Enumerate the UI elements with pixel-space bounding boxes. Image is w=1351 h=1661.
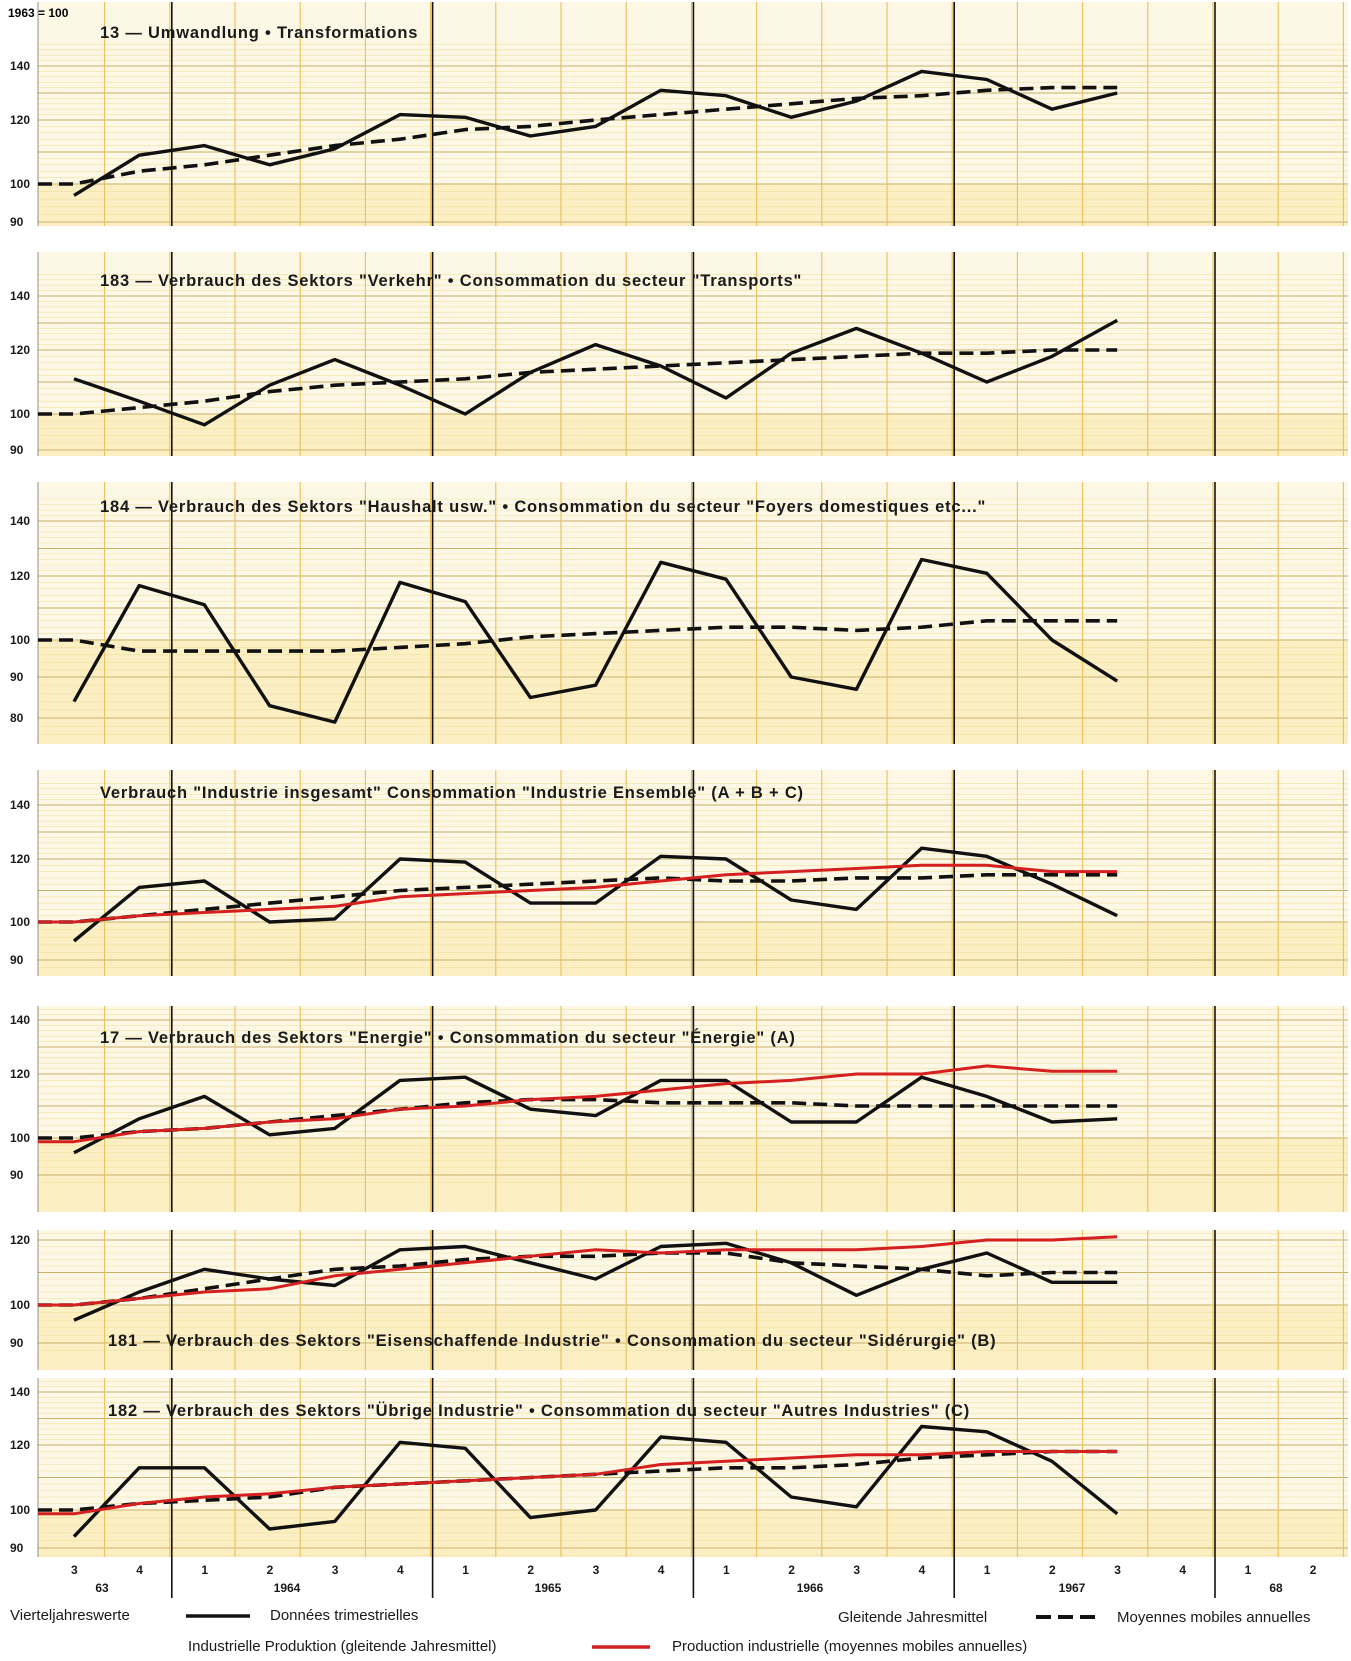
y-tick-label: 90 (10, 1168, 24, 1182)
x-tick-quarter: 2 (1049, 1563, 1056, 1577)
y-tick-label: 140 (10, 59, 30, 73)
panel-title: 181 — Verbrauch des Sektors "Eisenschaff… (108, 1332, 996, 1350)
x-tick-quarter: 1 (723, 1563, 730, 1577)
y-tick-label: 140 (10, 1013, 30, 1027)
panel-title: 183 — Verbrauch des Sektors "Verkehr" • … (100, 272, 802, 290)
y-tick-label: 100 (10, 1298, 30, 1312)
legend-production-fr: Production industrielle (moyennes mobile… (672, 1638, 1027, 1655)
x-tick-quarter: 1 (1245, 1563, 1252, 1577)
legend-production-de: Industrielle Produktion (gleitende Jahre… (188, 1638, 497, 1655)
y-tick-label: 100 (10, 1131, 30, 1145)
x-tick-quarter: 4 (136, 1563, 143, 1577)
y-tick-label: 90 (10, 443, 24, 457)
legend-quarterly-fr: Données trimestrielles (270, 1607, 418, 1624)
series-quarterly (73, 1075, 1118, 1155)
x-tick-quarter: 4 (1179, 1563, 1186, 1577)
x-tick-quarter: 2 (788, 1563, 795, 1577)
legend: Vierteljahreswerte Données trimestrielle… (10, 1607, 1310, 1655)
x-tick-quarter: 3 (853, 1563, 860, 1577)
series-moving-average (38, 348, 1118, 416)
series-quarterly (73, 1241, 1118, 1322)
series-moving-average (38, 85, 1118, 186)
panel-title: 17 — Verbrauch des Sektors "Energie" • C… (100, 1028, 796, 1047)
y-tick-label: 100 (10, 915, 30, 929)
x-tick-quarter: 1 (201, 1563, 208, 1577)
series-industrial-production (38, 1235, 1118, 1307)
y-tick-label: 120 (10, 1067, 30, 1081)
panel-title: 184 — Verbrauch des Sektors "Haushalt us… (100, 498, 986, 516)
series-quarterly (73, 318, 1119, 427)
y-tick-label: 120 (10, 852, 30, 866)
series-industrial-production (38, 1064, 1118, 1144)
y-tick-label: 100 (10, 177, 30, 191)
x-tick-quarter: 4 (658, 1563, 665, 1577)
x-tick-year: 1965 (535, 1581, 562, 1595)
y-tick-label: 100 (10, 633, 30, 647)
y-tick-label: 80 (10, 711, 24, 725)
y-tick-label: 90 (10, 215, 24, 229)
x-tick-quarter: 4 (919, 1563, 926, 1577)
x-tick-year: 1964 (274, 1581, 301, 1595)
x-tick-year: 68 (1269, 1581, 1283, 1595)
y-tick-label: 120 (10, 1233, 30, 1247)
x-tick-year: 63 (95, 1581, 109, 1595)
legend-moving-avg-fr: Moyennes mobiles annuelles (1117, 1609, 1310, 1626)
grid-layer (37, 2, 1348, 1598)
series-moving-average (38, 619, 1118, 653)
x-tick-quarter: 3 (593, 1563, 600, 1577)
x-tick-quarter: 1 (984, 1563, 991, 1577)
x-tick-year: 1966 (797, 1581, 824, 1595)
y-tick-label: 90 (10, 1541, 24, 1555)
y-tick-label: 140 (10, 798, 30, 812)
x-tick-quarter: 2 (267, 1563, 274, 1577)
series-layer (38, 69, 1119, 1538)
y-tick-label: 120 (10, 113, 30, 127)
y-tick-label: 140 (10, 1385, 30, 1399)
y-tick-label: 90 (10, 953, 24, 967)
series-quarterly (72, 1424, 1119, 1538)
y-tick-label: 140 (10, 514, 30, 528)
y-tick-label: 140 (10, 289, 30, 303)
y-tick-label: 90 (10, 670, 24, 684)
series-moving-average (38, 873, 1118, 924)
x-tick-quarter: 1 (462, 1563, 469, 1577)
series-quarterly (72, 557, 1119, 724)
panel-title: 182 — Verbrauch des Sektors "Übrige Indu… (108, 1401, 970, 1420)
y-tick-label: 120 (10, 1438, 30, 1452)
x-tick-year: 1967 (1059, 1581, 1086, 1595)
x-tick-quarter: 3 (1114, 1563, 1121, 1577)
y-tick-label: 90 (10, 1336, 24, 1350)
y-tick-label: 120 (10, 569, 30, 583)
x-tick-quarter: 3 (71, 1563, 78, 1577)
series-moving-average (38, 1251, 1118, 1307)
y-tick-label: 120 (10, 343, 30, 357)
series-industrial-production (38, 863, 1118, 924)
labels-layer: 90 100 120 140 13 — Umwandlung • Transformat… (10, 24, 1317, 1595)
panel-title: Verbrauch "Industrie insgesamt" Consomma… (100, 784, 804, 802)
series-quarterly (72, 846, 1118, 943)
x-tick-quarter: 3 (332, 1563, 339, 1577)
x-tick-quarter: 2 (1310, 1563, 1317, 1577)
legend-moving-avg-de: Gleitende Jahresmittel (838, 1609, 987, 1626)
x-tick-quarter: 2 (527, 1563, 534, 1577)
legend-quarterly-de: Vierteljahreswerte (10, 1607, 130, 1624)
y-tick-label: 100 (10, 1503, 30, 1517)
x-tick-quarter: 4 (397, 1563, 404, 1577)
base-index-label: 1963 = 100 (8, 6, 69, 20)
panel-title: 13 — Umwandlung • Transformations (100, 24, 418, 42)
y-tick-label: 100 (10, 407, 30, 421)
series-industrial-production (38, 1450, 1118, 1516)
